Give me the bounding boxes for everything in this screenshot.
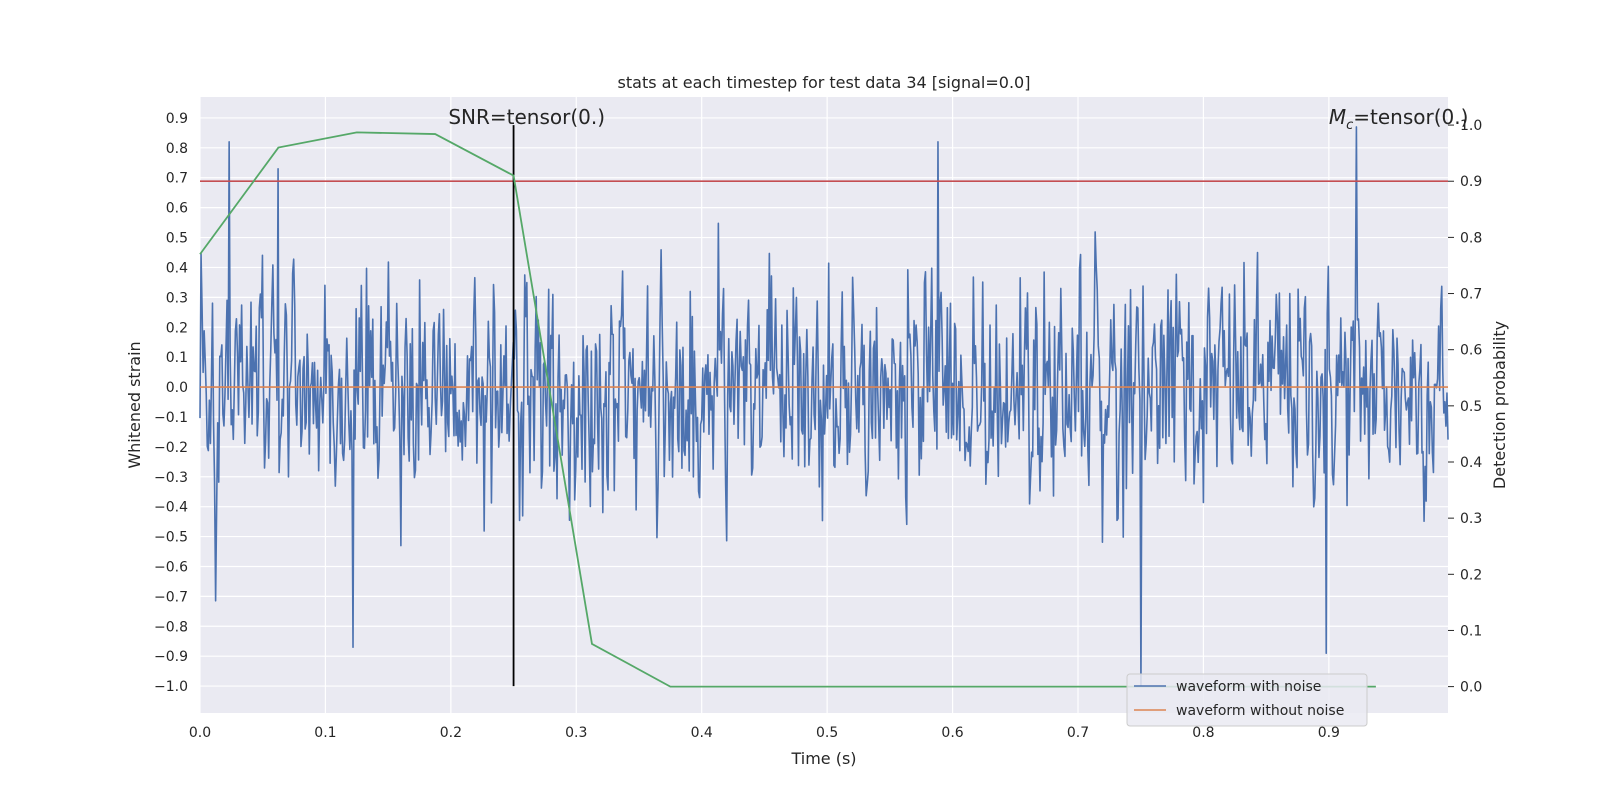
y-axis-ticks: 0.9 0.8 0.7 0.6 0.5 0.4 0.3 0.2 0.1 0.0 −0.1 −0.2 −0…: [154, 111, 188, 695]
y-tick-label: 0.4: [166, 260, 188, 276]
x-tick-label: 0.5: [816, 725, 838, 741]
y2-tick-label: 0.9: [1460, 174, 1482, 190]
y-tick-label: 0.8: [166, 141, 188, 157]
y-tick-label: −0.4: [154, 500, 188, 516]
y-tick-label: 0.0: [166, 380, 188, 396]
y-tick-label: −0.7: [154, 589, 188, 605]
y2-tick-label: 0.2: [1460, 567, 1482, 583]
y-tick-label: −0.9: [154, 649, 188, 665]
y2-tick-label: 0.3: [1460, 511, 1482, 527]
y2-tick-label: 0.7: [1460, 287, 1482, 303]
y2-tick-label: 0.5: [1460, 399, 1482, 415]
legend-box: [1126, 673, 1368, 727]
mc-annotation: Mc=tensor(0.): [1329, 105, 1469, 133]
y-tick-label: 0.3: [166, 290, 188, 306]
y-tick-label: −0.2: [154, 440, 188, 456]
y2-tick-label: 1.0: [1460, 118, 1482, 134]
y-tick-label: −0.8: [154, 619, 188, 635]
y-tick-label: 0.7: [166, 171, 188, 187]
x-tick-label: 0.3: [565, 725, 587, 741]
y-tick-label: 0.2: [166, 320, 188, 336]
y-tick-label: 0.9: [166, 111, 188, 127]
y-tick-label: −0.3: [154, 470, 188, 486]
chart-title: stats at each timestep for test data 34 …: [618, 73, 1031, 92]
x-tick-label: 0.4: [691, 725, 713, 741]
y2-axis-label: Detection probability: [1490, 321, 1509, 489]
y-tick-label: 0.1: [166, 350, 188, 366]
plot-area: [199, 97, 1449, 713]
mc-symbol: M: [1329, 105, 1346, 129]
x-axis-label: Time (s): [790, 749, 856, 768]
y-axis-label: Whitened strain: [125, 341, 144, 468]
y-tick-label: 0.5: [166, 231, 188, 247]
x-tick-label: 0.8: [1192, 725, 1214, 741]
x-axis-ticks: 0.0 0.1 0.2 0.3 0.4 0.5 0.6 0.7 0.8 0.9: [189, 725, 1340, 741]
mc-subscript: c: [1346, 118, 1353, 133]
x-tick-label: 0.1: [314, 725, 336, 741]
y2-axis-ticks: 0.0 0.1 0.2 0.3 0.4 0.5 0.6 0.7 0.8 0.9 1.0: [1448, 118, 1482, 696]
x-tick-label: 0.6: [941, 725, 963, 741]
x-tick-label: 0.9: [1318, 725, 1340, 741]
x-tick-label: 0.0: [189, 725, 211, 741]
snr-annotation: SNR=tensor(0.): [448, 105, 605, 129]
y2-tick-label: 0.1: [1460, 623, 1482, 639]
y2-tick-label: 0.0: [1460, 680, 1482, 696]
y2-tick-label: 0.8: [1460, 230, 1482, 246]
x-tick-label: 0.2: [440, 725, 462, 741]
series-waveform-with-noise: [199, 126, 1449, 687]
legend-label-clean: waveform without noise: [1176, 703, 1344, 719]
x-tick-label: 0.7: [1067, 725, 1089, 741]
y2-tick-label: 0.6: [1460, 343, 1482, 359]
y-tick-label: 0.6: [166, 201, 188, 217]
y-tick-label: −1.0: [154, 679, 188, 695]
legend: waveform with noise waveform without noi…: [1126, 673, 1368, 727]
y-tick-label: −0.6: [154, 559, 188, 575]
y-tick-label: −0.1: [154, 410, 188, 426]
legend-label-noise: waveform with noise: [1176, 679, 1321, 695]
y2-tick-label: 0.4: [1460, 455, 1482, 471]
mc-value: =tensor(0.): [1353, 105, 1468, 129]
y-tick-label: −0.5: [154, 530, 188, 546]
